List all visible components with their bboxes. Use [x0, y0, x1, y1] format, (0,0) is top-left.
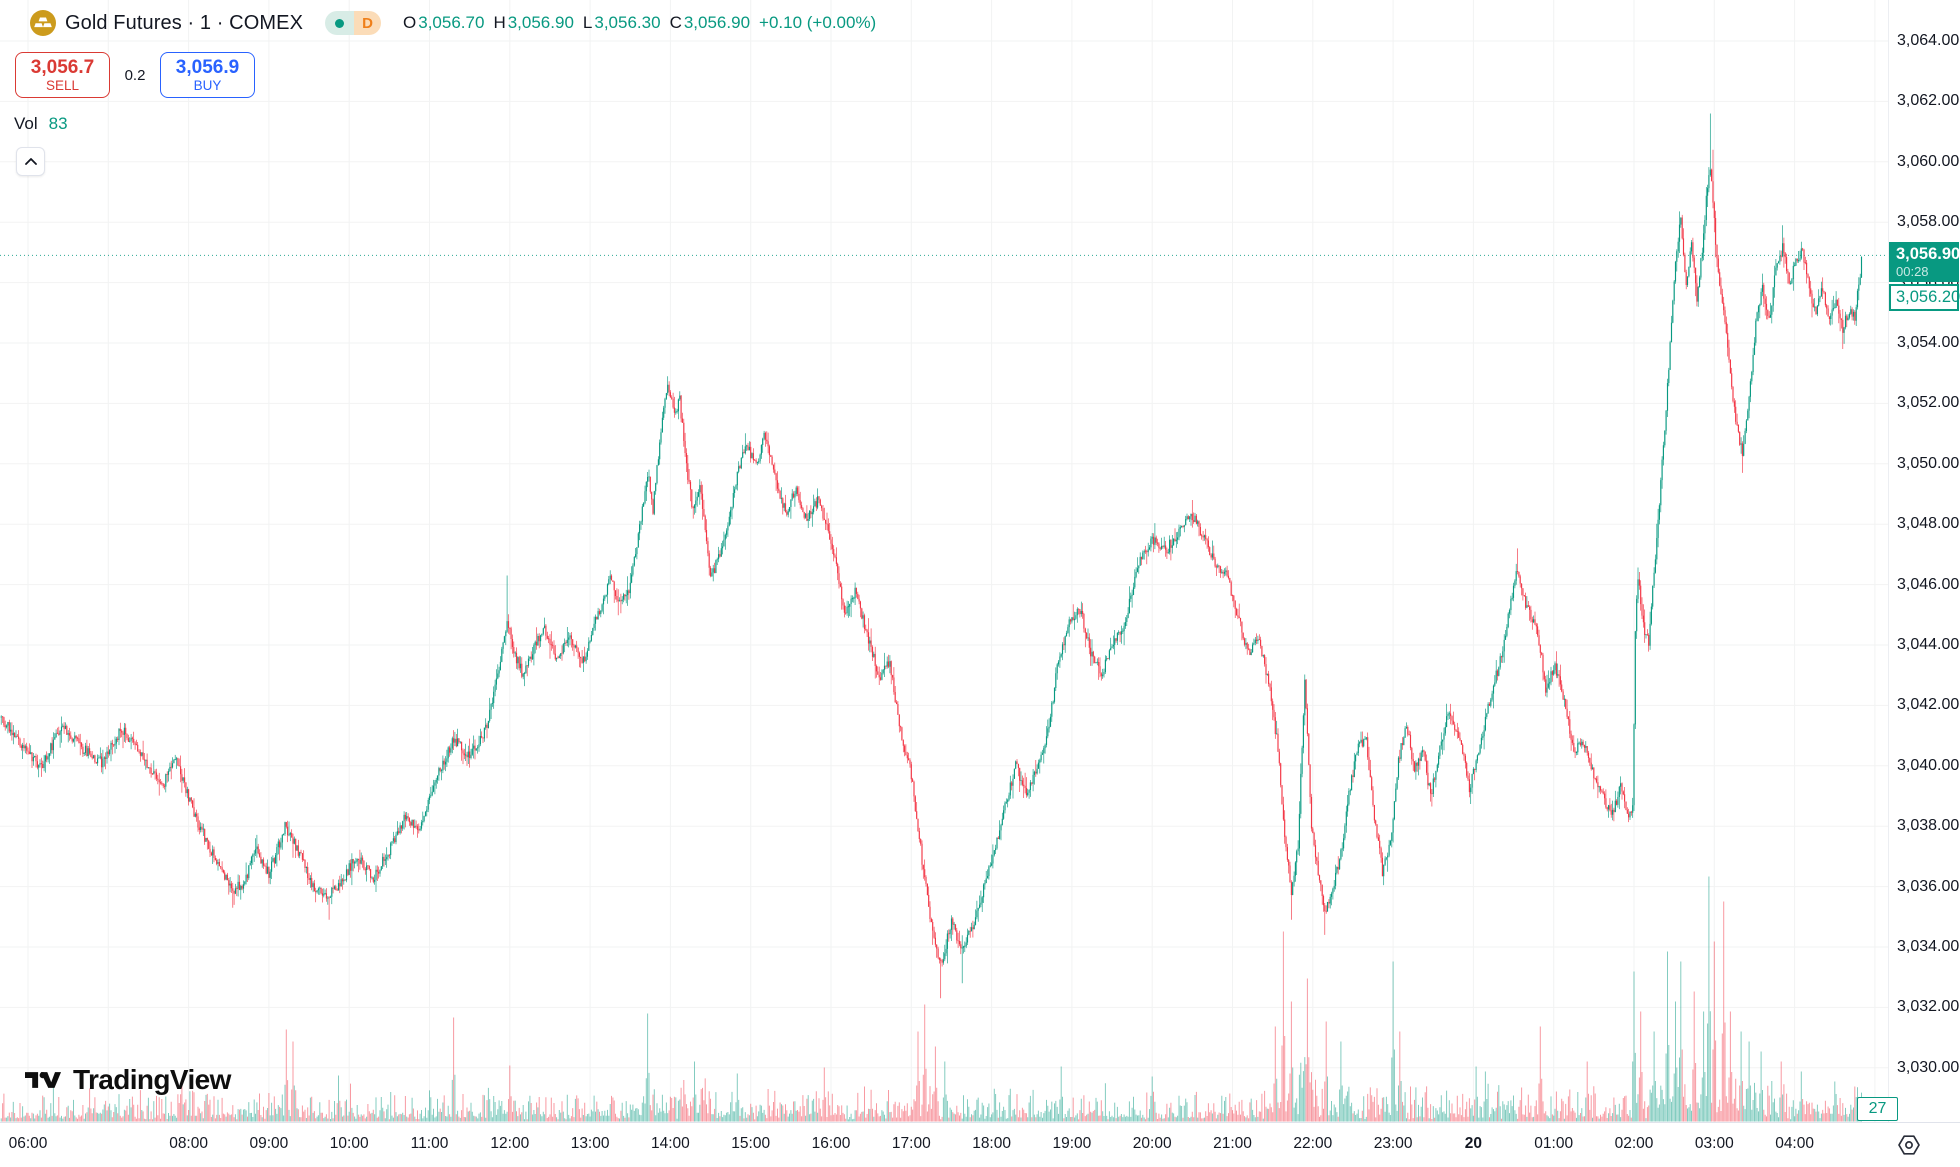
interval-badge: D	[354, 11, 382, 35]
buy-price: 3,056.9	[175, 56, 240, 78]
tradingview-logo-icon	[25, 1072, 62, 1088]
tradingview-logo[interactable]: TradingView	[25, 1064, 231, 1096]
price-tick-label: 3,036.00	[1897, 877, 1960, 895]
chart-pane[interactable]: Gold Futures · 1 · COMEX D O 3,056.70 H …	[0, 0, 1888, 1122]
time-tick-label: 19:00	[1052, 1135, 1092, 1152]
last-price-label: 3,056.90 00:28	[1889, 242, 1960, 283]
time-tick-label: 12:00	[490, 1135, 530, 1152]
volume-value: 83	[48, 114, 68, 133]
buy-label: BUY	[193, 77, 222, 93]
close-value: 3,056.90	[683, 13, 751, 32]
price-tick-label: 3,048.00	[1897, 515, 1960, 533]
chevron-up-icon	[24, 158, 37, 165]
high-label: H	[493, 13, 506, 32]
time-tick-label: 17:00	[891, 1135, 931, 1152]
price-tick-label: 3,030.00	[1897, 1058, 1960, 1076]
time-tick-label: 06:00	[8, 1135, 48, 1152]
candlestick-chart[interactable]	[0, 0, 1888, 1122]
time-tick-label: 20:00	[1132, 1135, 1172, 1152]
time-tick-label: 11:00	[410, 1135, 449, 1152]
volume-label: Vol	[14, 114, 38, 133]
time-tick-label: 16:00	[811, 1135, 851, 1152]
price-tick-label: 3,052.00	[1897, 394, 1960, 412]
price-tick-label: 3,050.00	[1897, 454, 1960, 472]
secondary-price-label: 3,056.20	[1889, 284, 1960, 312]
time-tick-label: 23:00	[1373, 1135, 1413, 1152]
price-tick-label: 3,064.00	[1897, 32, 1960, 49]
price-tick-label: 3,062.00	[1897, 92, 1960, 110]
time-tick-label: 20	[1464, 1135, 1483, 1152]
price-tick-label: 3,032.00	[1897, 998, 1960, 1016]
open-value: 3,056.70	[418, 13, 485, 32]
gold-symbol-icon	[30, 10, 56, 36]
price-tick-label: 3,044.00	[1897, 636, 1960, 653]
volume-indicator-legend[interactable]: Vol 83	[14, 114, 68, 134]
legend-row-symbol: Gold Futures · 1 · COMEX D O 3,056.70 H …	[30, 10, 876, 36]
last-price-value: 3,056.90	[1896, 245, 1960, 264]
axis-settings-icon[interactable]	[1897, 1133, 1921, 1157]
time-tick-label: 04:00	[1775, 1135, 1814, 1152]
ohlc-legend: O 3,056.70 H 3,056.90 L 3,056.30 C 3,056…	[403, 13, 876, 33]
time-tick-label: 01:00	[1534, 1135, 1574, 1152]
price-tick-label: 3,042.00	[1897, 696, 1960, 714]
change-value: +0.10 (+0.00%)	[759, 13, 877, 32]
sell-button[interactable]: 3,056.7 SELL	[15, 52, 110, 98]
sell-label: SELL	[45, 77, 80, 93]
tradingview-wordmark: TradingView	[73, 1064, 231, 1095]
time-tick-label: 22:00	[1293, 1135, 1333, 1152]
time-tick-label: 09:00	[249, 1135, 289, 1152]
time-tick-label: 13:00	[570, 1135, 610, 1152]
low-label: L	[582, 13, 593, 32]
collapse-legend-button[interactable]	[16, 147, 45, 176]
price-tick-label: 3,034.00	[1897, 938, 1960, 955]
buy-button[interactable]: 3,056.9 BUY	[160, 52, 255, 98]
sell-price: 3,056.7	[30, 56, 95, 78]
volume-axis-label: 27	[1857, 1097, 1898, 1121]
price-tick-label: 3,040.00	[1897, 756, 1960, 774]
open-label: O	[403, 13, 417, 32]
price-tick-label: 3,058.00	[1897, 213, 1960, 231]
low-value: 3,056.30	[594, 13, 661, 32]
time-tick-label: 18:00	[972, 1135, 1011, 1152]
bar-countdown: 00:28	[1896, 264, 1929, 280]
time-tick-label: 15:00	[731, 1135, 771, 1152]
market-status-dot-icon	[325, 11, 355, 35]
price-tick-label: 3,060.00	[1897, 152, 1960, 170]
symbol-title[interactable]: Gold Futures · 1 · COMEX	[65, 11, 304, 34]
time-tick-label: 21:00	[1213, 1135, 1252, 1152]
time-tick-label: 10:00	[329, 1135, 369, 1152]
high-value: 3,056.90	[507, 13, 574, 32]
price-axis[interactable]: 3,064.003,062.003,060.003,058.003,056.00…	[1888, 0, 1960, 1122]
time-tick-label: 03:00	[1694, 1135, 1734, 1152]
time-tick-label: 14:00	[650, 1135, 690, 1152]
spread-value: 0.2	[124, 66, 146, 84]
time-tick-label: 02:00	[1614, 1135, 1654, 1152]
time-axis[interactable]: 06:00 08:00 09:00 10:00 11:00 12:00 13:00 14:00…	[0, 1122, 1960, 1167]
trade-buttons-row: 3,056.7 SELL 0.2 3,056.9 BUY	[15, 52, 255, 98]
time-tick-label: 08:00	[169, 1135, 208, 1152]
close-label: C	[669, 13, 682, 32]
market-status-pill[interactable]: D	[325, 11, 382, 35]
price-tick-label: 3,038.00	[1897, 817, 1960, 835]
price-tick-label: 3,046.00	[1897, 575, 1960, 593]
price-tick-label: 3,054.00	[1897, 334, 1960, 351]
